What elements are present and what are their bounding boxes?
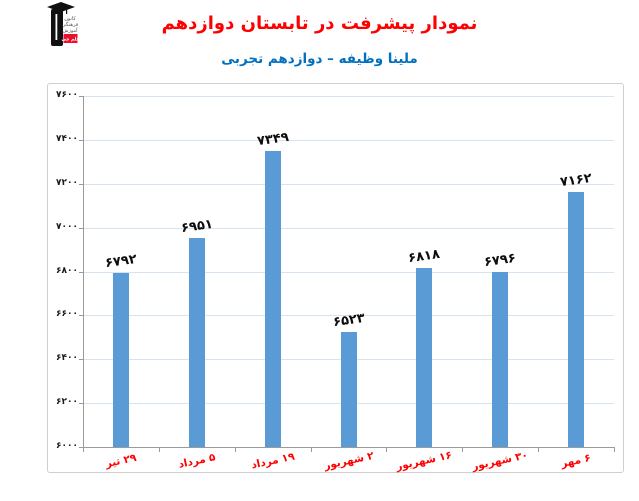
- y-axis-tick: [79, 139, 83, 141]
- x-category-label: ۳۰ شهریور: [471, 449, 530, 473]
- y-axis-label: ۶۲۰۰: [56, 397, 78, 408]
- y-axis-label: ۷۰۰۰: [56, 221, 78, 232]
- logo-org-line3: آموزش: [62, 27, 78, 34]
- gridline: [84, 271, 614, 273]
- gridline: [84, 139, 614, 141]
- x-category-label: ۲۹ تیر: [104, 451, 138, 471]
- y-axis-label: ۶۰۰۰: [56, 441, 78, 451]
- y-axis-line: [83, 96, 84, 448]
- x-axis-line: [83, 447, 615, 448]
- bar: [188, 238, 205, 447]
- bar: [112, 273, 129, 447]
- y-axis-label: ۶۸۰۰: [56, 265, 78, 276]
- gridline: [84, 183, 614, 185]
- x-axis-tick: [158, 448, 160, 452]
- logo-red-badge: [63, 34, 78, 43]
- x-category-label: ۲ شهریور: [322, 449, 375, 473]
- y-axis-tick: [79, 359, 83, 361]
- bar: [340, 332, 357, 447]
- bar: [492, 272, 509, 447]
- gridline: [84, 96, 614, 97]
- bar-value-label: ۷۳۴۹: [255, 129, 290, 150]
- x-axis-tick: [614, 448, 615, 452]
- x-axis-tick: [83, 448, 84, 452]
- y-axis-tick: [79, 315, 83, 317]
- gridline: [84, 315, 614, 317]
- bar: [264, 151, 281, 447]
- y-axis-tick: [79, 96, 83, 97]
- kanoon-logo: کانون فرهنگی آموزش قلم چی: [46, 2, 80, 48]
- bar-value-label: ۶۵۲۳: [331, 311, 366, 331]
- bar-value-label: ۶۷۹۶: [483, 251, 517, 271]
- x-axis-tick: [310, 448, 312, 452]
- kanoon-logo-graphic: کانون فرهنگی آموزش قلم چی: [47, 2, 80, 46]
- x-axis-tick: [386, 448, 388, 452]
- x-category-label: ۵ مرداد: [177, 451, 217, 471]
- x-category-label: ۱۶ شهریور: [395, 449, 454, 473]
- bar: [416, 267, 433, 447]
- x-category-label: ۶ مهر: [560, 452, 592, 470]
- bar: [568, 192, 585, 447]
- y-axis-label: ۶۶۰۰: [56, 309, 78, 320]
- y-axis-label: ۷۴۰۰: [56, 133, 78, 144]
- logo-badge-text: قلم چی: [61, 38, 79, 43]
- y-axis-tick: [79, 403, 83, 405]
- logo-org-line1: کانون: [64, 16, 76, 22]
- y-axis-label: ۷۲۰۰: [56, 177, 78, 188]
- y-axis-label: ۶۴۰۰: [56, 353, 78, 364]
- bar-value-label: ۶۸۱۸: [407, 246, 442, 266]
- x-axis-tick: [234, 448, 236, 452]
- y-axis-tick: [79, 447, 83, 448]
- bar-value-label: ۶۹۵۱: [180, 217, 214, 237]
- x-axis-tick: [462, 448, 464, 452]
- y-axis-tick: [79, 227, 83, 229]
- y-axis-label: ۷۶۰۰: [56, 90, 78, 100]
- bar-value-label: ۶۷۹۲: [104, 252, 138, 272]
- logo-org-line2: فرهنگی: [62, 21, 79, 28]
- x-category-label: ۱۹ مرداد: [249, 450, 296, 472]
- page-subtitle: ملینا وظیفه – دوازدهم تجربی: [221, 51, 418, 67]
- x-axis-tick: [538, 448, 540, 452]
- bar-chart: ۶۰۰۰ ۶۲۰۰ ۶۴۰۰ ۶۶۰۰ ۶۸۰۰ ۷۰۰۰ ۷۲۰۰ ۷۴۰۰ ۷۶۰۰ ۶۷۹۲…: [47, 83, 624, 473]
- gridline: [84, 227, 614, 229]
- y-axis-tick: [79, 183, 83, 185]
- bar-value-label: ۷۱۶۲: [559, 170, 593, 191]
- y-axis-tick: [79, 271, 83, 273]
- page-title: نمودار پیشرفت در تابستان دوازدهم: [161, 13, 478, 34]
